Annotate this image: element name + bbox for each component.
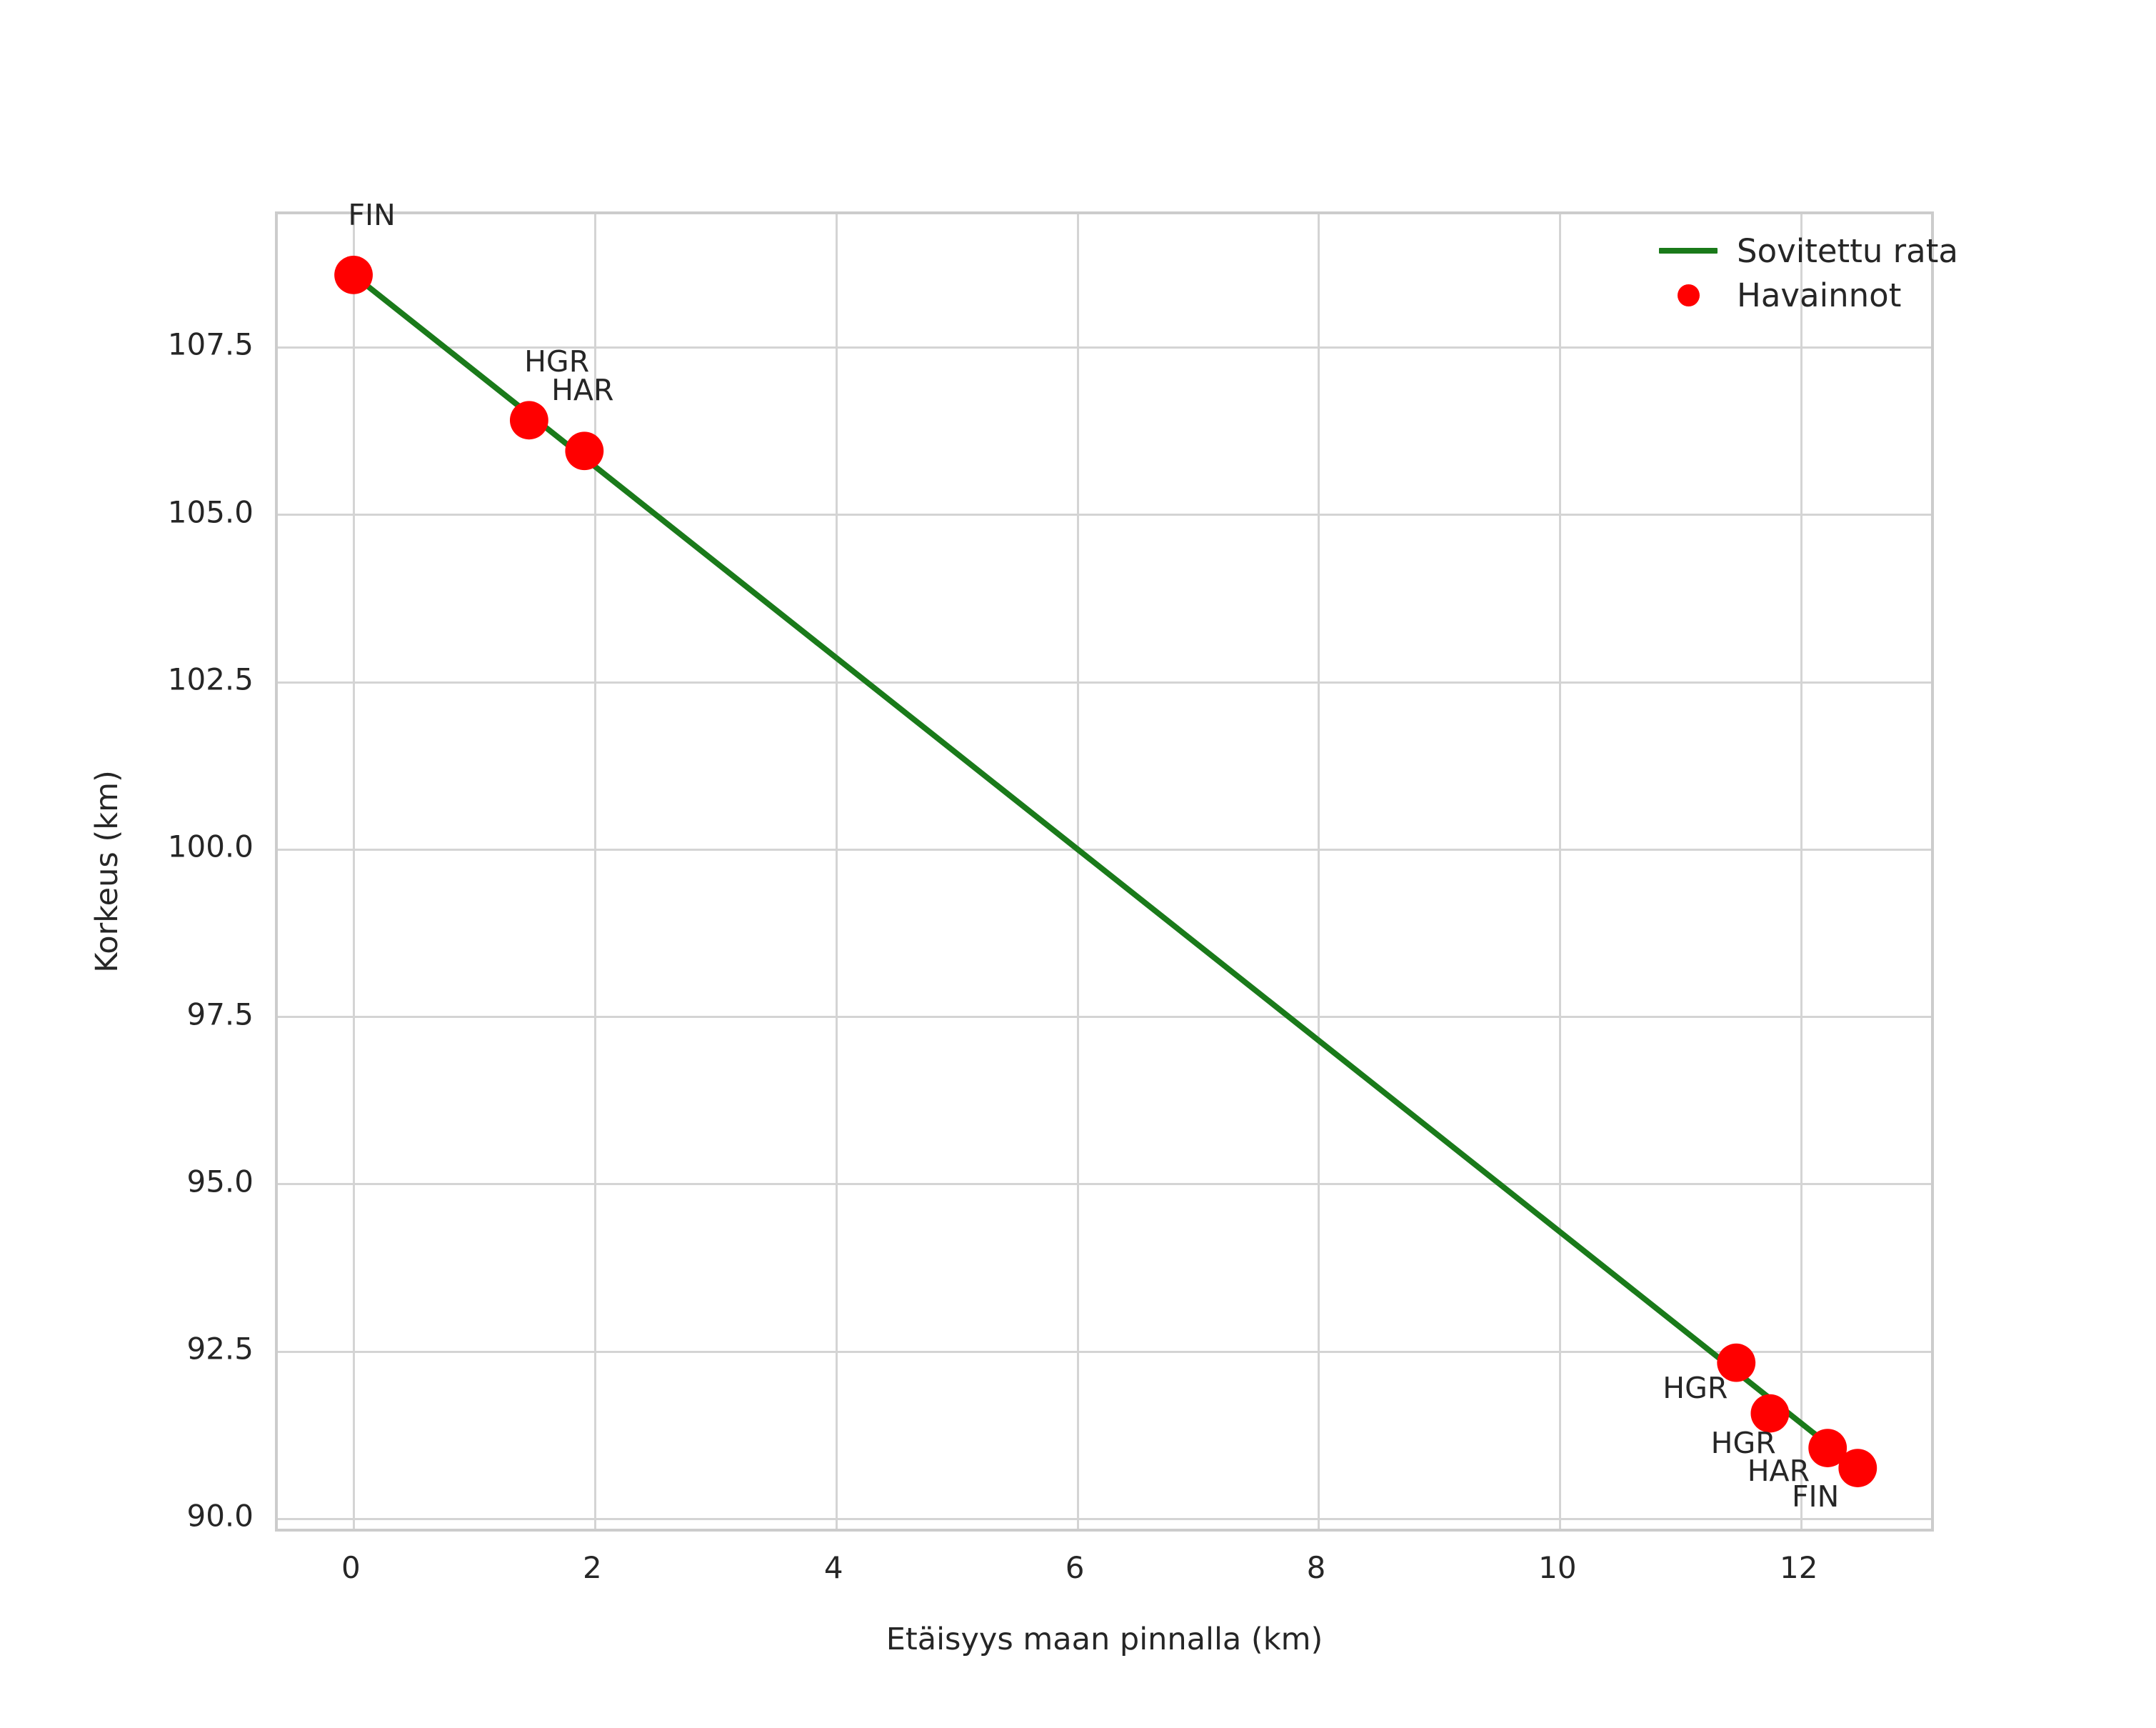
gridline-horizontal bbox=[278, 1350, 1931, 1353]
y-axis-title: Korkeus (km) bbox=[86, 211, 129, 1532]
gridline-vertical bbox=[1559, 214, 1562, 1529]
x-tick-label: 4 bbox=[823, 1550, 843, 1585]
y-tick-label: 97.5 bbox=[186, 997, 254, 1032]
chart-legend: Sovitettu rata Havainnot bbox=[1650, 229, 1958, 317]
y-tick-label: 107.5 bbox=[167, 326, 254, 362]
x-tick-label: 0 bbox=[341, 1550, 361, 1585]
y-tick-label: 105.0 bbox=[167, 494, 254, 530]
y-tick-label: 100.0 bbox=[167, 829, 254, 864]
observation-point bbox=[565, 431, 604, 471]
y-axis-tick-labels: 90.0 92.5 95.0 97.5 100.0 102.5 105.0 107.5 bbox=[0, 211, 254, 1534]
x-tick-label: 10 bbox=[1538, 1550, 1577, 1585]
gridline-horizontal bbox=[278, 1016, 1931, 1019]
observation-point bbox=[1838, 1449, 1877, 1487]
gridline-vertical bbox=[1318, 214, 1320, 1529]
observation-points-series bbox=[334, 256, 1877, 1487]
y-tick-label: 95.0 bbox=[186, 1164, 254, 1199]
observation-point bbox=[1750, 1394, 1790, 1433]
gridline-vertical bbox=[1076, 214, 1079, 1529]
y-tick-label: 90.0 bbox=[186, 1498, 254, 1534]
legend-item-2[interactable]: Havainnot bbox=[1650, 273, 1928, 317]
gridline-vertical bbox=[1800, 214, 1803, 1529]
plot-area: FIN HGR HAR HGR HGR HAR FIN bbox=[275, 198, 1934, 1532]
gridline-horizontal bbox=[278, 514, 1931, 516]
data-layer bbox=[334, 256, 1877, 1487]
gridline-horizontal bbox=[278, 346, 1931, 349]
legend-label: Havainnot bbox=[1737, 276, 1902, 314]
gridline-horizontal bbox=[278, 1517, 1931, 1520]
observation-point bbox=[1717, 1343, 1756, 1382]
gridline-horizontal bbox=[278, 681, 1931, 684]
y-axis-title-text: Korkeus (km) bbox=[89, 770, 125, 973]
observation-point bbox=[1808, 1429, 1847, 1467]
gridline-vertical bbox=[352, 214, 355, 1529]
y-tick-label: 92.5 bbox=[186, 1331, 254, 1367]
legend-dot-icon bbox=[1677, 284, 1700, 306]
observation-point bbox=[509, 401, 548, 440]
x-tick-label: 12 bbox=[1780, 1550, 1818, 1585]
gridline-horizontal bbox=[278, 1183, 1931, 1186]
x-tick-label: 2 bbox=[582, 1550, 602, 1585]
fitted-line-series bbox=[351, 272, 1860, 1471]
x-axis-title: Etäisyys maan pinnalla (km) bbox=[275, 1622, 1934, 1657]
legend-item-1[interactable]: Sovitettu rata bbox=[1650, 229, 1958, 273]
legend-label: Sovitettu rata bbox=[1737, 231, 1958, 270]
fitted-trajectory-line bbox=[351, 272, 1860, 1471]
legend-line-icon bbox=[1659, 248, 1718, 254]
x-tick-label: 6 bbox=[1065, 1550, 1085, 1585]
gridline-vertical bbox=[835, 214, 838, 1529]
x-axis-title-text: Etäisyys maan pinnalla (km) bbox=[886, 1622, 1323, 1657]
x-axis-tick-labels: 0 2 4 6 8 10 12 bbox=[275, 1550, 1934, 1600]
gridline-vertical bbox=[593, 214, 596, 1529]
legend-swatch bbox=[1650, 248, 1727, 254]
legend-swatch bbox=[1650, 284, 1727, 306]
y-tick-label: 102.5 bbox=[167, 661, 254, 697]
x-tick-label: 8 bbox=[1306, 1550, 1326, 1585]
observation-point bbox=[334, 256, 373, 294]
gridline-horizontal bbox=[278, 848, 1931, 851]
